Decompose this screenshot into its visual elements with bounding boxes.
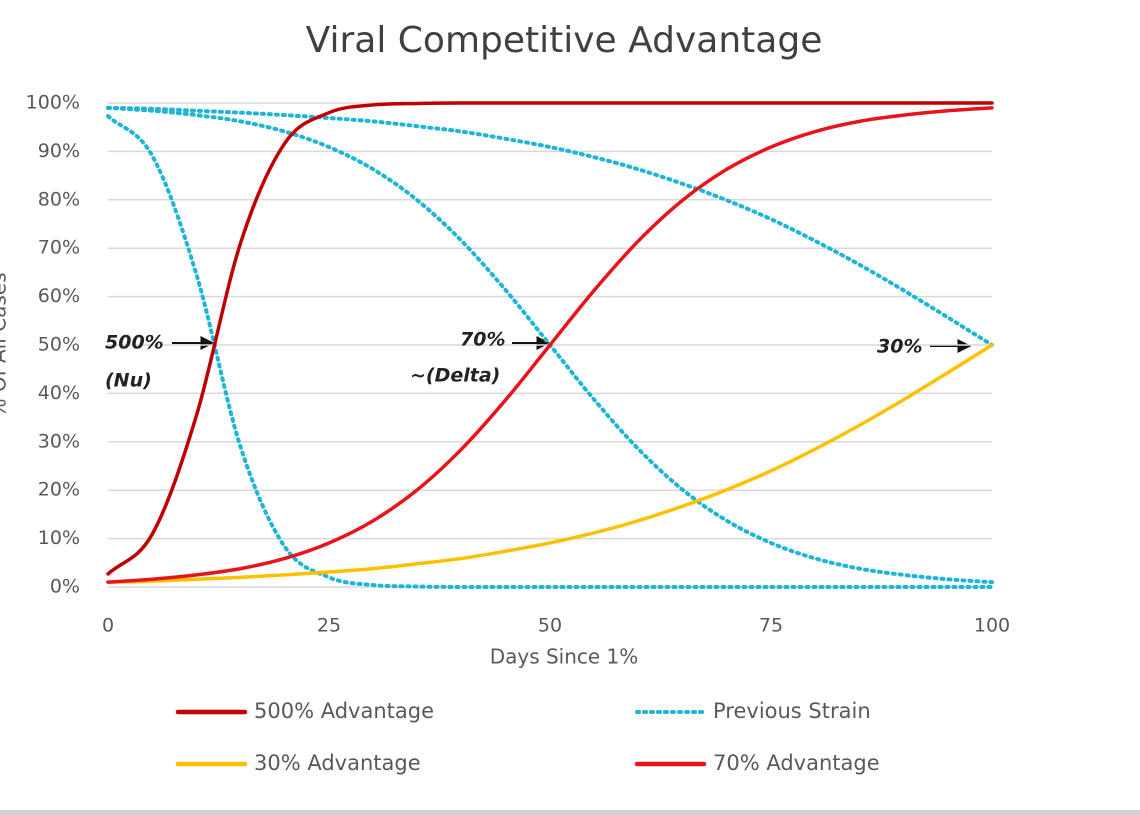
- y-tick-label: 10%: [38, 527, 80, 549]
- y-tick-label: 0%: [50, 576, 80, 598]
- x-tick-label: 25: [317, 615, 341, 637]
- bottom-border: [0, 810, 1140, 815]
- line: [106, 343, 994, 584]
- y-tick-label: 20%: [38, 479, 80, 501]
- line: [106, 114, 994, 589]
- y-tick-label: 30%: [38, 430, 80, 452]
- legend-label: Previous Strain: [713, 699, 871, 723]
- annotation: (Nu): [105, 370, 152, 392]
- annotation: 30%: [877, 336, 922, 358]
- x-tick-label: 75: [759, 615, 783, 637]
- y-tick-label: 70%: [38, 237, 80, 259]
- legend-label: 70% Advantage: [713, 751, 880, 775]
- x-tick-label: 50: [538, 615, 562, 637]
- y-tick-label: 80%: [38, 188, 80, 210]
- y-tick-label: 60%: [38, 285, 80, 307]
- legend-label: 30% Advantage: [254, 751, 421, 775]
- y-tick-label: 90%: [38, 140, 80, 162]
- y-tick-label: 100%: [26, 92, 80, 114]
- y-axis-label: % Of All Cases: [0, 272, 11, 417]
- line: [106, 105, 994, 347]
- line: [106, 101, 994, 576]
- annotation: 70%: [460, 329, 505, 351]
- y-tick-label: 40%: [38, 382, 80, 404]
- chart-title: Viral Competitive Advantage: [306, 20, 823, 61]
- legend-label: 500% Advantage: [254, 699, 434, 723]
- y-tick-label: 50%: [38, 334, 80, 356]
- x-tick-label: 100: [974, 615, 1010, 637]
- x-axis-label: Days Since 1%: [490, 645, 639, 669]
- annotation: ~(Delta): [410, 365, 500, 387]
- line: [106, 106, 994, 584]
- annotation: 500%: [105, 332, 164, 354]
- x-tick-label: 0: [102, 615, 114, 637]
